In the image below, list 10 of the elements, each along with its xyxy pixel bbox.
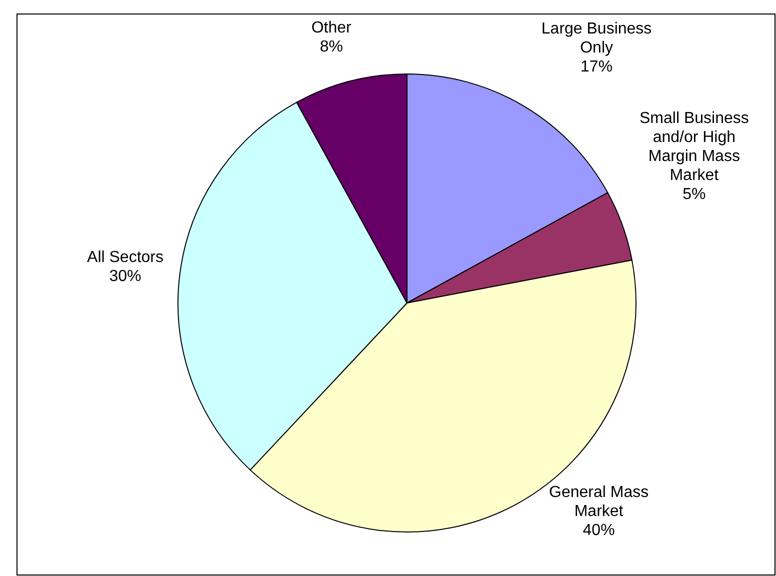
slice-label: General Mass Market — [549, 484, 649, 520]
slice-label: Large Business Only — [541, 20, 652, 57]
slice-label: Small Business and/or High Margin Mass Market — [639, 110, 749, 184]
data-label: 17% — [580, 58, 613, 76]
data-label: 8% — [320, 38, 343, 56]
slice-label: All Sectors — [87, 249, 164, 266]
slice-label: Other — [311, 20, 352, 37]
data-label: 30% — [109, 268, 142, 286]
data-label: 40% — [582, 522, 615, 540]
data-label: 5% — [682, 186, 706, 204]
